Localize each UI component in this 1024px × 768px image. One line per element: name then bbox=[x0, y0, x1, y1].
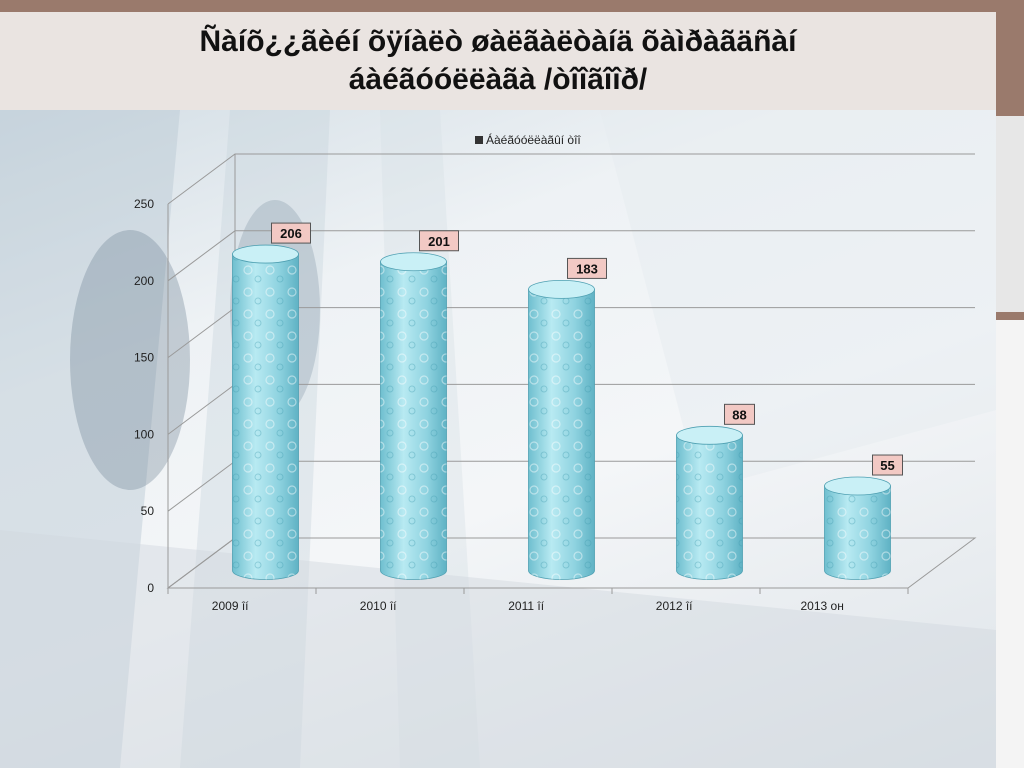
data-label-box bbox=[271, 222, 311, 244]
data-label-text: 206 bbox=[280, 226, 302, 241]
x-tick-label: 2011 îí bbox=[508, 599, 544, 613]
bar bbox=[676, 425, 743, 580]
bar bbox=[528, 280, 595, 580]
gridline bbox=[167, 230, 975, 282]
y-tick-label: 200 bbox=[134, 274, 154, 288]
frame-top-bar bbox=[0, 0, 1024, 12]
x-tick-label: 2012 îí bbox=[656, 599, 693, 613]
gridline bbox=[167, 153, 975, 205]
bar bbox=[824, 476, 891, 580]
bar-texture bbox=[380, 261, 447, 580]
title-line-2: áàéãóóëëàãà /òîîãîîð/ bbox=[348, 63, 648, 96]
x-tick-label: 2010 îí bbox=[360, 599, 397, 613]
data-label: 206 bbox=[271, 222, 311, 244]
data-label: 55 bbox=[872, 454, 903, 476]
bar-top bbox=[676, 425, 743, 445]
chart-bars bbox=[232, 244, 891, 580]
slide-title: Ñàíõ¿¿ãèéí õÿíàëò øàëãàëòàíä õàìðàãäñàí … bbox=[0, 12, 996, 110]
bar-top bbox=[232, 244, 299, 264]
data-label: 88 bbox=[724, 403, 755, 425]
bar bbox=[380, 252, 447, 580]
x-tick-label: 2009 îí bbox=[212, 599, 249, 613]
bar-top bbox=[824, 476, 891, 496]
data-label-box bbox=[419, 230, 459, 252]
data-label-text: 55 bbox=[880, 458, 894, 473]
data-label-box bbox=[872, 454, 903, 476]
bar-top bbox=[380, 252, 447, 272]
bar bbox=[232, 244, 299, 580]
bar-texture bbox=[676, 435, 743, 580]
right-side-panel-lower bbox=[996, 320, 1024, 768]
bar-top bbox=[528, 280, 595, 299]
legend-entry: Áàéãóóëëàãûí òîî bbox=[486, 132, 581, 147]
y-tick-label: 50 bbox=[141, 504, 155, 518]
right-side-panel bbox=[996, 116, 1024, 312]
data-label-box bbox=[724, 403, 755, 425]
chart-data-labels: 206 201 183 88 55 bbox=[271, 222, 903, 476]
chart-legend: Áàéãóóëëàãûí òîî bbox=[475, 132, 581, 147]
bar-texture bbox=[232, 254, 299, 580]
title-line-1: Ñàíõ¿¿ãèéí õÿíàëò øàëãàëòàíä õàìðàãäñàí bbox=[199, 25, 797, 58]
data-label: 183 bbox=[567, 257, 607, 279]
x-tick-label: 2013 он bbox=[800, 599, 843, 613]
data-label-text: 183 bbox=[576, 261, 598, 276]
y-tick-label: 0 bbox=[147, 581, 154, 595]
y-tick-label: 150 bbox=[134, 351, 154, 365]
data-label: 201 bbox=[419, 230, 459, 252]
bar-texture bbox=[528, 289, 595, 580]
y-tick-label: 250 bbox=[134, 197, 154, 211]
data-label-text: 88 bbox=[732, 407, 746, 422]
legend-swatch bbox=[475, 136, 483, 144]
bar-texture bbox=[824, 486, 891, 580]
data-label-text: 201 bbox=[428, 234, 450, 249]
data-label-box bbox=[567, 257, 607, 279]
y-tick-label: 100 bbox=[134, 427, 154, 441]
